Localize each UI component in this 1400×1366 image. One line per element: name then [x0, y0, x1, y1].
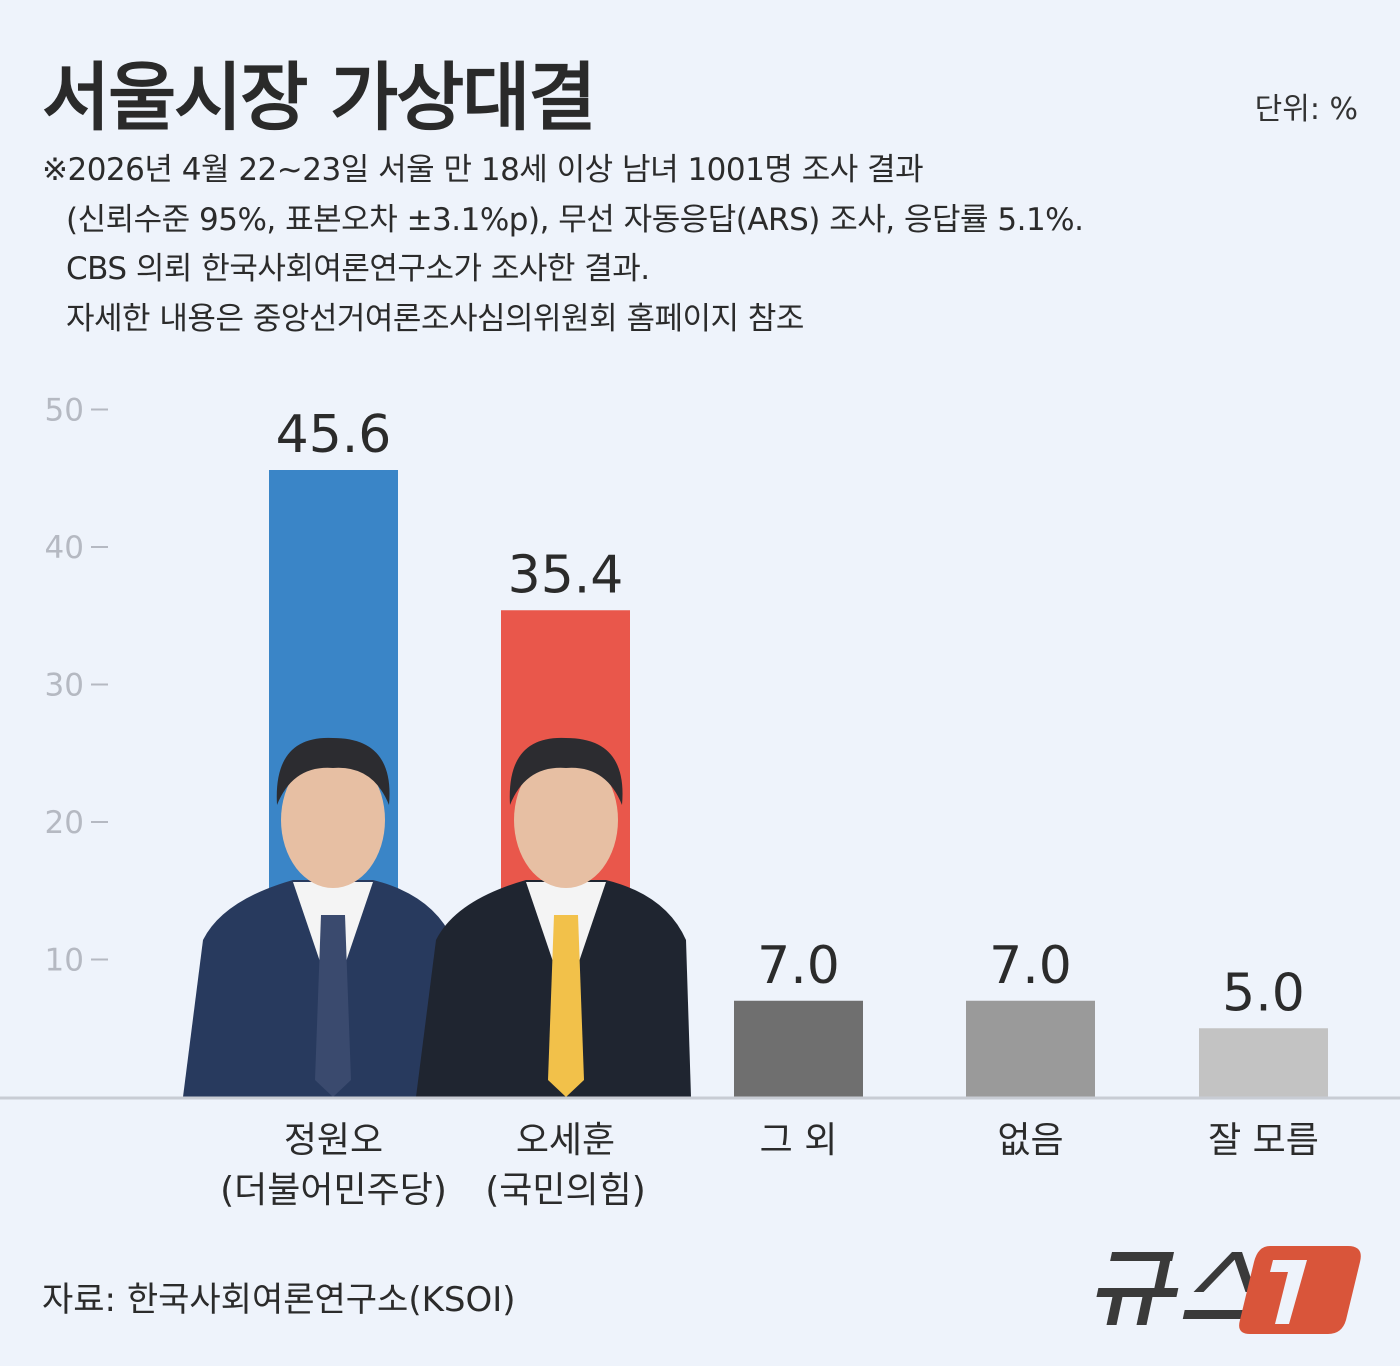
candidate-photo-hair — [276, 737, 390, 805]
value-label: 35.4 — [508, 545, 624, 605]
candidate-photo-face — [281, 752, 385, 888]
source-label: 자료: 한국사회여론연구소(KSOI) — [42, 1280, 516, 1320]
candidate-photo-face — [514, 752, 618, 888]
note-line: 자세한 내용은 중앙선거여론조사심의위원회 홈페이지 참조 — [66, 300, 804, 337]
category-label: 그 외 — [760, 1120, 838, 1161]
note-line: CBS 의뢰 한국사회여론연구소가 조사한 결과. — [66, 251, 650, 287]
category-label: 없음 — [997, 1120, 1063, 1161]
category-label: 오세훈 — [516, 1120, 615, 1161]
bar — [966, 1000, 1095, 1097]
bar — [734, 1000, 863, 1097]
survey-notes: ※2026년 4월 22~23일 서울 만 18세 이상 남녀 1001명 조사… — [42, 146, 1084, 344]
category-label: (국민의힘) — [485, 1170, 646, 1211]
y-tick-label: 10 — [45, 943, 84, 979]
category-label: (더불어민주당) — [220, 1170, 447, 1211]
candidate-photo-hair — [509, 737, 623, 805]
chart-title: 서울시장 가상대결 — [42, 55, 596, 141]
value-label: 45.6 — [276, 405, 392, 465]
note-line: (신뢰수준 95%, 표본오차 ±3.1%p), 무선 자동응답(ARS) 조사… — [66, 201, 1084, 238]
value-label: 7.0 — [757, 936, 840, 996]
candidate-photo-tie — [548, 915, 584, 1097]
candidate-photo-tie — [315, 915, 351, 1097]
y-tick-label: 30 — [45, 668, 84, 704]
y-tick-label: 20 — [45, 805, 84, 841]
note-line: ※2026년 4월 22~23일 서울 만 18세 이상 남녀 1001명 조사… — [42, 152, 924, 188]
news1-logo — [1095, 1238, 1365, 1342]
unit-label: 단위: % — [1254, 92, 1358, 127]
value-label: 5.0 — [1222, 963, 1305, 1023]
y-tick-label: 40 — [45, 530, 84, 566]
category-label: 정원오 — [284, 1120, 383, 1161]
value-label: 7.0 — [989, 936, 1072, 996]
y-tick-label: 50 — [45, 393, 84, 429]
bar — [1199, 1028, 1328, 1097]
category-label: 잘 모름 — [1208, 1120, 1319, 1161]
